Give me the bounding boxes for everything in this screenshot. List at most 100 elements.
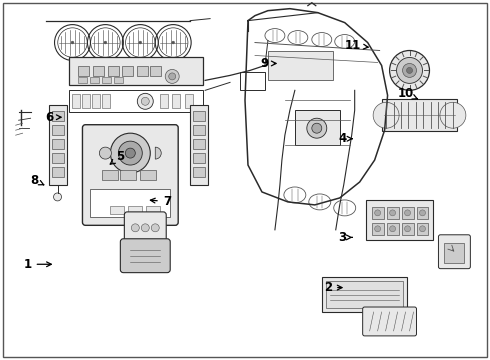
Circle shape bbox=[390, 50, 429, 90]
Bar bbox=[93, 94, 100, 108]
Circle shape bbox=[407, 67, 413, 73]
Circle shape bbox=[119, 141, 142, 165]
Text: 1: 1 bbox=[24, 258, 51, 271]
Circle shape bbox=[405, 210, 411, 216]
Bar bbox=[240, 72, 265, 90]
Bar bbox=[160, 94, 168, 108]
Bar bbox=[128, 206, 142, 214]
Bar bbox=[401, 207, 414, 219]
Bar bbox=[78, 77, 87, 84]
Bar bbox=[193, 139, 205, 149]
Circle shape bbox=[419, 226, 425, 232]
Bar bbox=[193, 111, 205, 121]
FancyBboxPatch shape bbox=[124, 212, 166, 248]
Circle shape bbox=[396, 58, 422, 84]
Circle shape bbox=[307, 118, 327, 138]
Bar bbox=[322, 277, 407, 312]
Bar bbox=[326, 281, 403, 308]
Circle shape bbox=[373, 102, 399, 128]
Text: 10: 10 bbox=[398, 87, 417, 100]
Circle shape bbox=[154, 59, 160, 66]
FancyBboxPatch shape bbox=[82, 125, 178, 225]
Bar bbox=[387, 207, 398, 219]
Bar bbox=[268, 50, 333, 80]
Circle shape bbox=[440, 102, 466, 128]
Circle shape bbox=[151, 224, 159, 232]
Bar bbox=[190, 105, 208, 185]
Circle shape bbox=[141, 97, 149, 105]
Bar bbox=[51, 153, 64, 163]
Bar bbox=[122, 67, 133, 76]
Circle shape bbox=[137, 93, 153, 109]
FancyBboxPatch shape bbox=[363, 307, 416, 336]
Bar bbox=[295, 110, 340, 145]
Text: 2: 2 bbox=[324, 281, 342, 294]
Circle shape bbox=[71, 41, 74, 44]
Bar bbox=[102, 77, 111, 84]
Circle shape bbox=[390, 210, 395, 216]
Circle shape bbox=[375, 226, 381, 232]
Text: 7: 7 bbox=[150, 195, 171, 208]
Bar bbox=[49, 105, 67, 185]
Bar bbox=[82, 94, 91, 108]
Bar bbox=[51, 111, 64, 121]
Circle shape bbox=[390, 226, 395, 232]
Bar bbox=[382, 99, 457, 131]
Bar bbox=[366, 200, 434, 240]
Bar bbox=[137, 67, 148, 76]
Circle shape bbox=[110, 133, 150, 173]
Bar bbox=[193, 153, 205, 163]
Bar bbox=[91, 77, 99, 84]
Bar bbox=[401, 223, 414, 235]
Bar bbox=[444, 243, 465, 263]
Bar bbox=[108, 67, 120, 76]
Bar bbox=[69, 58, 203, 85]
Circle shape bbox=[125, 148, 135, 158]
Bar bbox=[185, 94, 193, 108]
Circle shape bbox=[139, 41, 142, 44]
Text: 9: 9 bbox=[260, 57, 276, 70]
Bar bbox=[91, 189, 170, 217]
Text: 5: 5 bbox=[110, 150, 124, 164]
Bar bbox=[69, 90, 203, 112]
Circle shape bbox=[104, 41, 107, 44]
Bar bbox=[102, 170, 119, 180]
Circle shape bbox=[403, 63, 416, 77]
Circle shape bbox=[131, 224, 139, 232]
FancyBboxPatch shape bbox=[439, 235, 470, 269]
Bar bbox=[51, 125, 64, 135]
Bar bbox=[371, 223, 384, 235]
Bar bbox=[150, 67, 161, 76]
Circle shape bbox=[419, 210, 425, 216]
Bar bbox=[94, 67, 104, 76]
Bar bbox=[78, 67, 90, 76]
Bar bbox=[121, 170, 136, 180]
Text: 8: 8 bbox=[30, 174, 44, 186]
Circle shape bbox=[375, 210, 381, 216]
Bar bbox=[193, 125, 205, 135]
Bar bbox=[51, 139, 64, 149]
FancyBboxPatch shape bbox=[121, 239, 170, 273]
Text: 6: 6 bbox=[46, 111, 61, 124]
Bar bbox=[140, 170, 156, 180]
Bar bbox=[102, 94, 110, 108]
Text: 4: 4 bbox=[339, 132, 352, 145]
Wedge shape bbox=[155, 147, 161, 159]
Bar bbox=[371, 207, 384, 219]
Circle shape bbox=[405, 226, 411, 232]
Bar bbox=[172, 94, 180, 108]
Text: 11: 11 bbox=[344, 39, 368, 52]
Bar bbox=[416, 223, 428, 235]
Circle shape bbox=[121, 59, 126, 66]
Circle shape bbox=[169, 73, 176, 80]
Bar bbox=[51, 167, 64, 177]
Bar bbox=[193, 167, 205, 177]
Circle shape bbox=[87, 59, 94, 66]
Bar bbox=[110, 206, 124, 214]
Bar bbox=[387, 223, 398, 235]
Circle shape bbox=[141, 224, 149, 232]
Bar bbox=[416, 207, 428, 219]
Bar bbox=[114, 77, 123, 84]
Circle shape bbox=[165, 69, 179, 84]
Wedge shape bbox=[99, 147, 111, 159]
